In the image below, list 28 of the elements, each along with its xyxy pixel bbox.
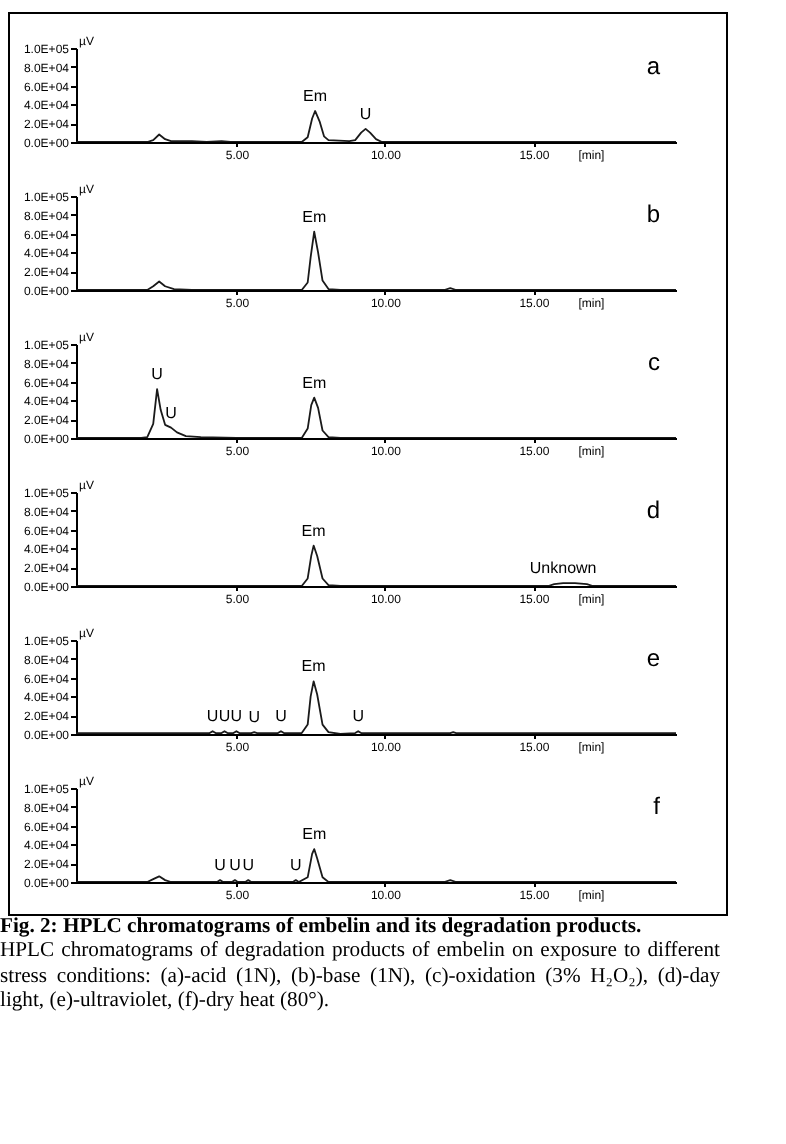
annotation: U [352, 707, 365, 726]
annotation: U [359, 104, 372, 123]
annotation: Em [302, 373, 327, 392]
chart-title: a [646, 52, 661, 80]
annotation: U [214, 856, 227, 875]
caption: Fig. 2: HPLC chromatograms of embelin and its degradation products. [0, 916, 644, 941]
chart-title: b [646, 200, 661, 228]
annotation: Unknown [529, 559, 597, 578]
annotation: U [229, 856, 242, 875]
annotation: U [248, 708, 261, 727]
annotation: U [206, 707, 219, 726]
chart-title: c [648, 348, 660, 376]
annotation: U [151, 365, 164, 384]
annotation: Em [301, 657, 327, 676]
annotation: Em [302, 207, 327, 226]
chart-title: f [653, 792, 662, 820]
annotation: U [165, 403, 178, 422]
annotation: Em [301, 521, 327, 540]
chart-title: d [646, 496, 660, 524]
text: HPLC chromatograms of degradation products of embelin on exposure to different stress conditions: (a)-acid (1N), (b)-base (1N), (c)-oxidation (3% H₂O₂), (d)-day light, (e)-ultraviolet, (f)-dry heat (80°). [0, 940, 720, 1016]
chart-title: e [646, 644, 661, 672]
annotation: U [218, 707, 231, 726]
annotation: Em [303, 86, 328, 105]
annotation: Em [302, 825, 327, 844]
annotation: U [275, 707, 288, 726]
annotation: U [242, 856, 255, 875]
annotation: U [290, 856, 303, 875]
annotation: U [230, 707, 243, 726]
